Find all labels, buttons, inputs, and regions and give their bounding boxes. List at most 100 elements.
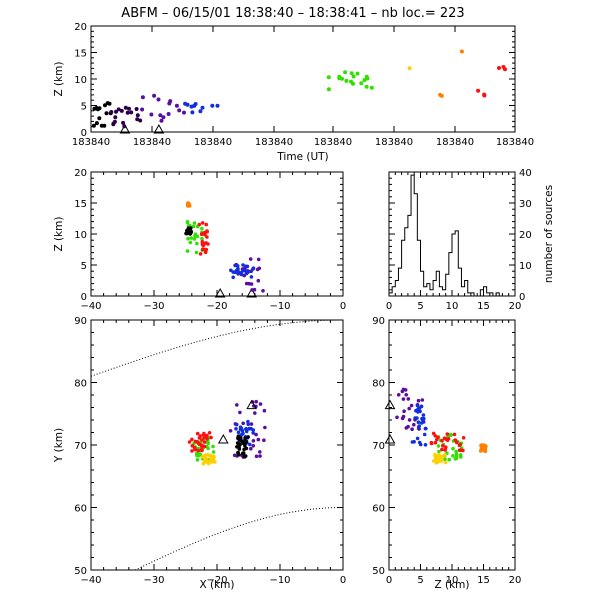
source-point xyxy=(215,103,220,108)
x-y-source-point xyxy=(228,429,233,433)
source-point xyxy=(459,49,464,54)
x-z-source-point xyxy=(200,236,204,241)
z-y-source-point xyxy=(454,456,459,461)
x-y-source-point xyxy=(195,458,200,462)
x-y-source-point xyxy=(243,454,248,458)
x-y-source-point xyxy=(246,435,250,439)
z-y-source-point xyxy=(454,449,459,454)
x-y-source-point xyxy=(195,431,200,436)
x-z-source-point xyxy=(192,221,197,225)
z-y-source-point xyxy=(416,420,421,425)
x-y-source-point xyxy=(207,431,212,435)
x-z-y-tick-label: 20 xyxy=(74,168,87,179)
x-z-source-point xyxy=(191,224,196,229)
x-z-source-point xyxy=(239,272,244,277)
x-y-y-tick-label: 80 xyxy=(74,379,87,390)
z-y-source-point xyxy=(479,446,484,450)
x-z-source-point xyxy=(185,249,190,253)
x-y-source-point xyxy=(251,431,255,435)
x-z-source-point xyxy=(247,281,251,286)
source-point xyxy=(111,121,116,126)
source-point xyxy=(92,106,97,111)
z-y-x-tick-label: 0 xyxy=(386,575,392,586)
source-point xyxy=(369,85,374,90)
source-point xyxy=(114,109,118,114)
x-z-source-point xyxy=(203,250,208,255)
z-y-source-point xyxy=(443,460,448,465)
z-y-source-point xyxy=(422,432,427,437)
x-y-source-point xyxy=(262,438,266,443)
x-z-source-point xyxy=(197,222,202,227)
source-point xyxy=(177,108,182,113)
x-y-source-point xyxy=(241,421,245,426)
z-y-source-point xyxy=(410,427,414,432)
x-y-source-point xyxy=(258,450,262,454)
z-y-source-point xyxy=(420,398,425,402)
z-y-source-point xyxy=(423,426,428,431)
x-y-source-point xyxy=(243,436,247,441)
source-point xyxy=(122,124,127,129)
x-y-source-point xyxy=(206,461,211,465)
x-y-x-tick-label: −30 xyxy=(143,575,164,586)
source-point xyxy=(104,111,109,116)
source-point xyxy=(102,123,107,128)
histogram-bar xyxy=(443,290,446,296)
time-height-x-tick-label: 183840 xyxy=(496,137,534,148)
source-point xyxy=(138,118,143,123)
z-y-source-point xyxy=(415,403,420,408)
source-point xyxy=(103,103,107,108)
source-point xyxy=(119,108,124,113)
histogram-y-tick-label: 20 xyxy=(519,230,532,241)
x-z-source-point xyxy=(256,257,261,262)
z-y-source-point xyxy=(410,440,415,444)
source-point xyxy=(123,105,128,110)
z-y-source-point xyxy=(406,397,411,401)
x-z-source-point xyxy=(186,203,190,208)
x-y-x-tick-label: −10 xyxy=(269,575,290,586)
x-z-y-tick-label: 15 xyxy=(74,199,87,210)
x-y-source-point xyxy=(200,438,204,442)
x-z-source-point xyxy=(205,235,209,239)
x-y-source-point xyxy=(254,399,258,404)
z-y-y-tick-label: 60 xyxy=(372,504,385,515)
x-y-source-point xyxy=(235,403,239,407)
histogram-y-tick-label: 40 xyxy=(519,168,532,179)
x-y-source-point xyxy=(242,441,246,446)
z-y-source-point xyxy=(421,420,426,424)
source-point xyxy=(364,74,369,79)
x-z-source-point xyxy=(231,275,235,280)
source-point xyxy=(497,66,501,70)
x-z-x-tick-label: 0 xyxy=(340,301,346,312)
z-y-source-point xyxy=(445,432,450,436)
x-z-source-point xyxy=(200,239,205,244)
x-z-y-tick-label: 10 xyxy=(74,230,87,241)
x-z-source-point xyxy=(233,270,237,275)
x-z-source-point xyxy=(192,237,197,241)
x-y-source-point xyxy=(235,445,239,449)
x-y-source-point xyxy=(234,427,238,431)
x-z-y-tick-label: 0 xyxy=(81,292,87,303)
time-height-points xyxy=(91,49,507,129)
z-y-source-point xyxy=(420,416,424,421)
x-z-source-point xyxy=(189,236,194,240)
x-z-source-point xyxy=(185,220,190,225)
x-z-source-point xyxy=(194,250,199,255)
range-ring xyxy=(90,319,343,377)
z-y-source-point xyxy=(459,455,463,459)
histogram-y-tick-label: 30 xyxy=(519,199,532,210)
time-height-y-tick-label: 10 xyxy=(74,75,87,86)
source-point xyxy=(91,123,96,128)
source-point xyxy=(149,112,154,117)
time-height-x-tick-label: 183840 xyxy=(255,137,293,148)
time-height-x-tick-label: 183840 xyxy=(72,137,110,148)
x-y-source-point xyxy=(256,437,261,442)
z-y-source-point xyxy=(440,439,444,443)
source-point xyxy=(359,81,364,86)
source-point xyxy=(407,66,412,71)
time-height-y-label: Z (km) xyxy=(53,61,65,96)
source-point xyxy=(198,109,203,114)
station-marker xyxy=(217,433,229,444)
z-y-source-point xyxy=(433,452,437,457)
x-z-source-point xyxy=(249,275,254,279)
source-point xyxy=(156,97,161,102)
